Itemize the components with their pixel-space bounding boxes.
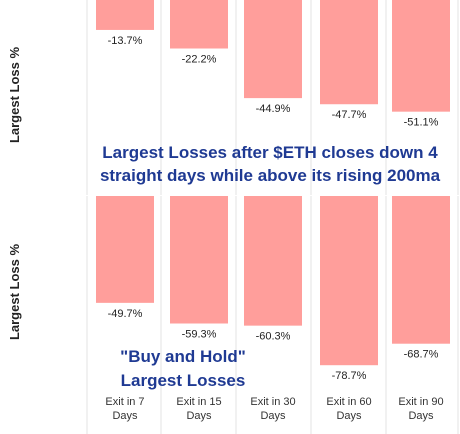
x-tick-label: Days	[336, 410, 362, 422]
x-tick-label: Exit in 60	[326, 396, 371, 408]
bar-value-label: -13.7%	[108, 35, 143, 47]
bar-value-label: -68.7%	[404, 349, 439, 361]
bottom-chart-gridlines	[86, 196, 459, 434]
bottom-chart-value-labels: -49.7% -59.3% -60.3% -78.7% -68.7%	[108, 308, 439, 382]
x-tick-label: Days	[260, 410, 286, 422]
bar	[320, 0, 378, 105]
bottom-chart-panel: Largest Loss % -49.7%-59.3% -60.3%-78.7%-…	[7, 196, 459, 434]
top-chart-gridlines	[86, 0, 459, 195]
bar	[170, 0, 228, 49]
bar	[96, 0, 154, 30]
x-tick-label: Exit in 30	[250, 396, 295, 408]
x-tick-label: Days	[408, 410, 434, 422]
bar	[170, 196, 228, 324]
bar-value-label: -59.3%	[182, 328, 217, 340]
bar-value-label: -22.2%	[182, 54, 217, 66]
bottom-chart-x-tick-labels: Exit in 7 Days Exit in 15 Days Exit in 30 Day…	[105, 396, 443, 422]
bottom-chart-bars	[96, 196, 450, 366]
bottom-chart-title-line-2: Largest Losses	[121, 371, 246, 390]
bottom-chart-title-line-1: "Buy and Hold"	[120, 347, 246, 366]
bar	[392, 196, 450, 344]
bar	[320, 196, 378, 366]
top-chart-title-line-1: Largest Losses after $ETH closes down 4	[102, 143, 438, 162]
bar-value-label: -47.7%	[332, 109, 367, 121]
top-chart-value-labels: -13.7% -22.2% -44.9% -47.7% -51.1%	[108, 35, 439, 129]
top-chart-bars	[96, 0, 450, 112]
x-tick-label: Exit in 7	[105, 396, 144, 408]
bottom-chart-y-axis-label: Largest Loss %	[7, 244, 22, 341]
bar	[392, 0, 450, 112]
x-tick-label: Days	[186, 410, 212, 422]
x-tick-label: Days	[112, 410, 138, 422]
top-chart-panel: Largest Loss % -13.7%-22.2%-44.9%-47.7%-…	[7, 0, 459, 195]
bar-value-label: -60.3%	[256, 331, 291, 343]
bar	[96, 196, 154, 303]
bar	[244, 0, 302, 99]
bar	[244, 196, 302, 326]
bar-value-label: -49.7%	[108, 308, 143, 320]
x-tick-label: Exit in 15	[176, 396, 221, 408]
bar-value-label: -78.7%	[332, 370, 367, 382]
top-chart-title-line-2: straight days while above its rising 200…	[100, 166, 441, 185]
bar-value-label: -44.9%	[256, 103, 291, 115]
bar-value-label: -51.1%	[404, 117, 439, 129]
top-chart-y-axis-label: Largest Loss %	[7, 47, 22, 144]
x-tick-label: Exit in 90	[398, 396, 443, 408]
